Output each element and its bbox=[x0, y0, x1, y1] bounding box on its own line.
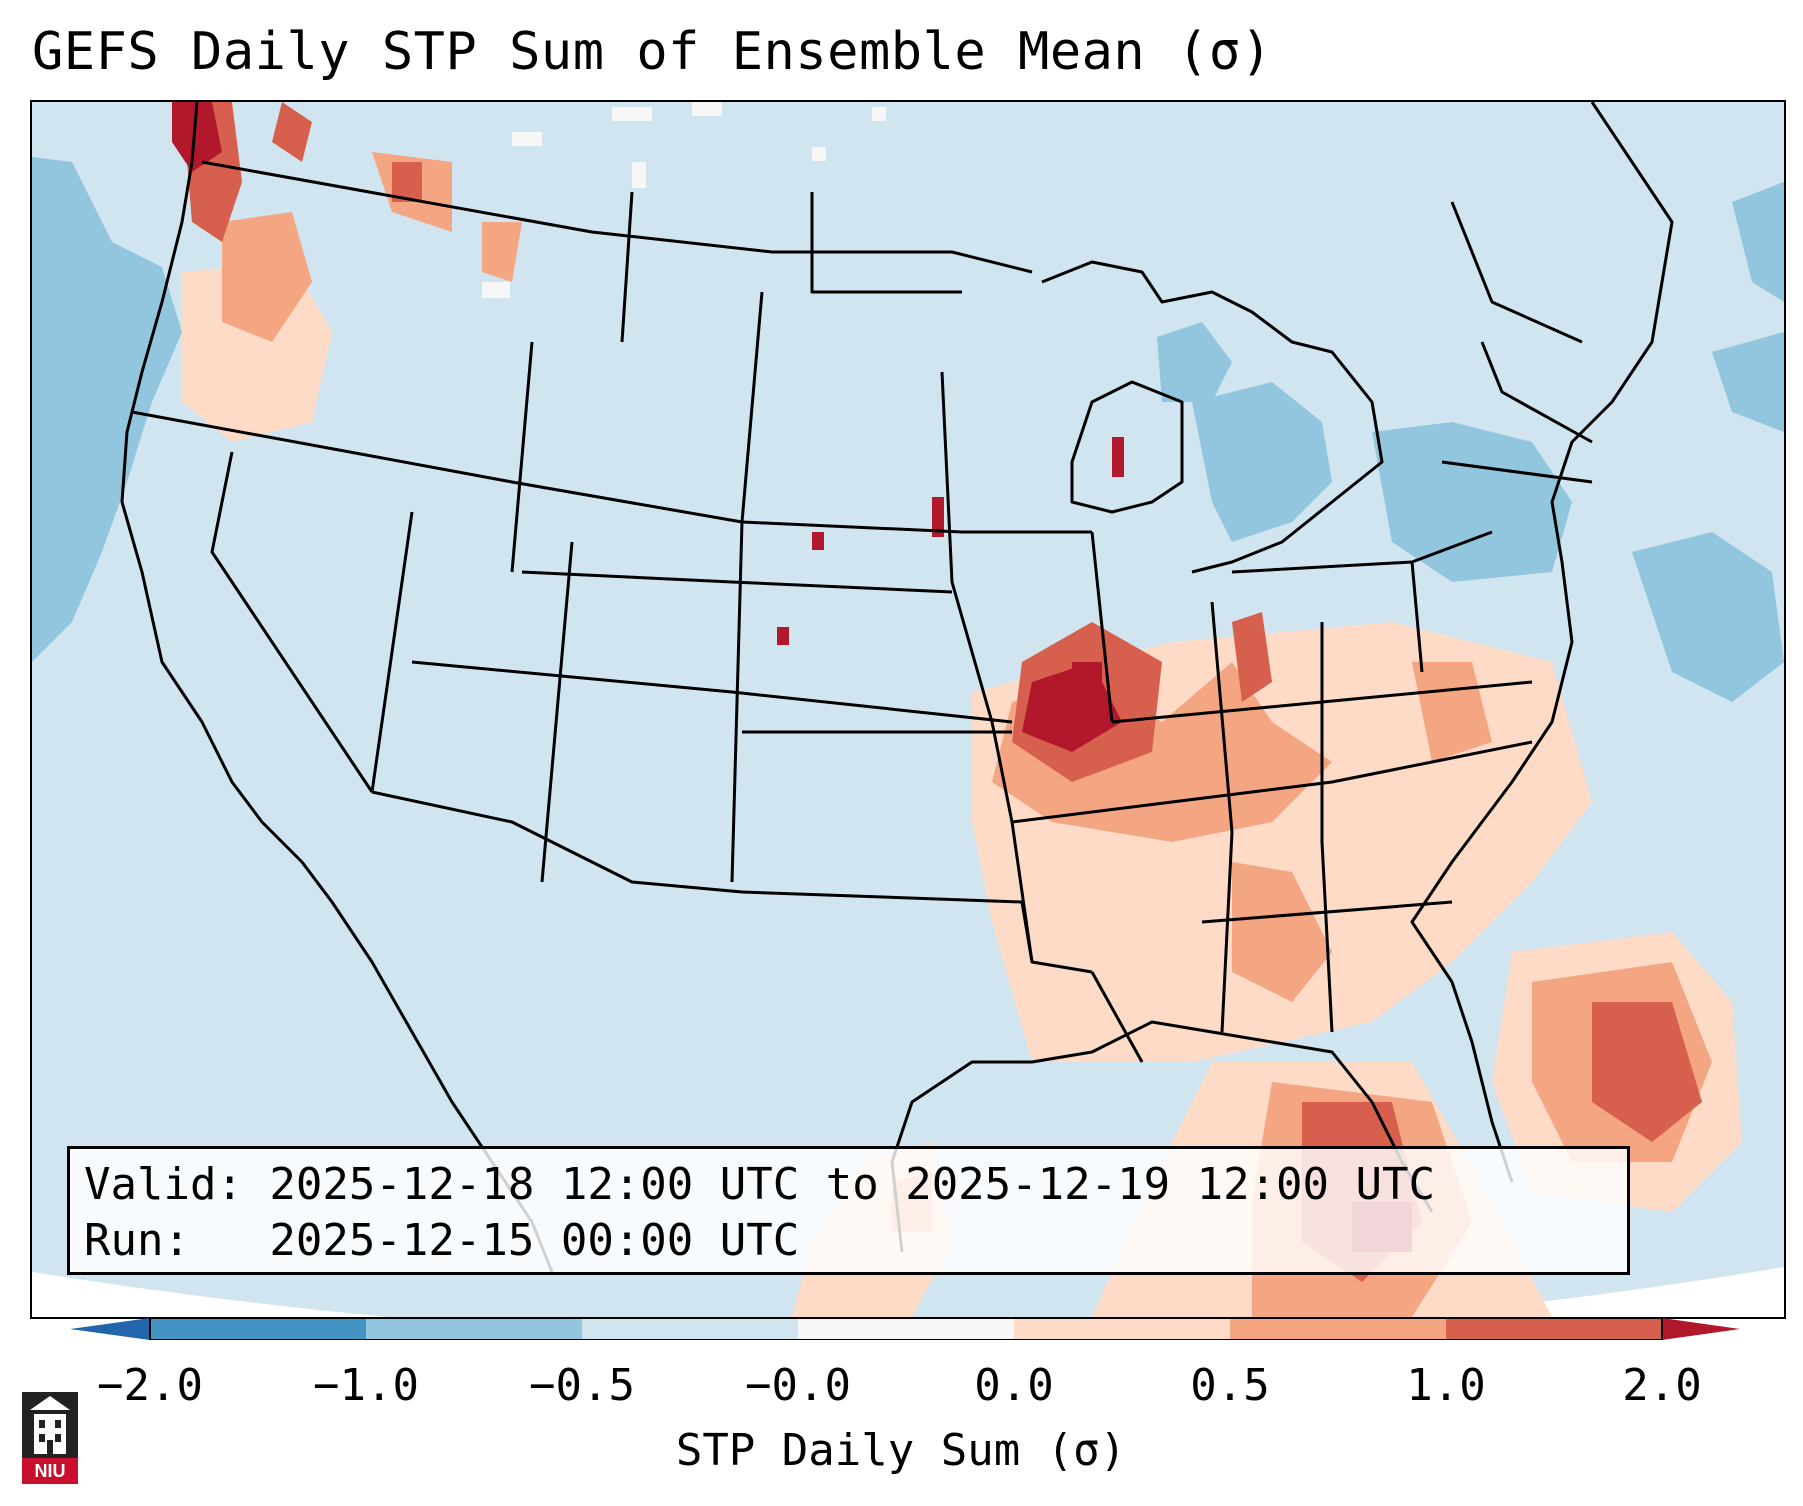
niu-logo: NIU bbox=[22, 1392, 78, 1484]
map-panel bbox=[30, 100, 1786, 1319]
valid-run-info-box: Valid: 2025-12-18 12:00 UTC to 2025-12-1… bbox=[67, 1146, 1630, 1275]
colorbar-extend-low bbox=[70, 1318, 150, 1340]
colorbar-tick-label: 1.0 bbox=[1406, 1360, 1486, 1411]
colorbar-tick-label: 0.5 bbox=[1190, 1360, 1270, 1411]
run-time-text: Run: 2025-12-15 00:00 UTC bbox=[84, 1215, 800, 1266]
colorbar-tick-label: −2.0 bbox=[97, 1360, 203, 1411]
colorbar-tick-label: −1.0 bbox=[313, 1360, 419, 1411]
colorbar-segment bbox=[798, 1318, 1014, 1340]
logo-text: NIU bbox=[22, 1458, 78, 1484]
colorbar-tick-label: −0.0 bbox=[745, 1360, 851, 1411]
colorbar-extend-high bbox=[1662, 1318, 1740, 1340]
colorbar-label: STP Daily Sum (σ) bbox=[675, 1425, 1127, 1476]
castle-icon bbox=[22, 1392, 78, 1462]
colorbar-segment bbox=[366, 1318, 582, 1340]
near-zero-speckles bbox=[482, 102, 886, 298]
map-svg bbox=[32, 102, 1784, 1317]
boundaries bbox=[120, 102, 1674, 1273]
negative-anomaly-fields bbox=[32, 157, 1784, 702]
colorbar-segment bbox=[1230, 1318, 1446, 1340]
colorbar-segment bbox=[1446, 1318, 1662, 1340]
colorbar-segment bbox=[1014, 1318, 1230, 1340]
chart-title: GEFS Daily STP Sum of Ensemble Mean (σ) bbox=[32, 22, 1273, 82]
colorbar-segment bbox=[150, 1318, 366, 1340]
colorbar-tick-label: −0.5 bbox=[529, 1360, 635, 1411]
colorbar-tick-label: 0.0 bbox=[974, 1360, 1054, 1411]
projection-edge bbox=[32, 1267, 1784, 1317]
valid-time-text: Valid: 2025-12-18 12:00 UTC to 2025-12-1… bbox=[84, 1159, 1436, 1210]
colorbar bbox=[70, 1318, 1740, 1340]
colorbar-tick-label: 2.0 bbox=[1622, 1360, 1702, 1411]
colorbar-segment bbox=[582, 1318, 798, 1340]
